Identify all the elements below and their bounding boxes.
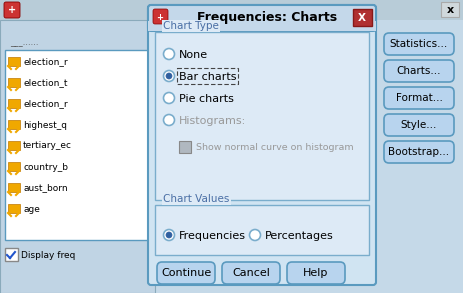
Text: country_b: country_b (23, 163, 68, 171)
Bar (353, 9, 372, 26)
FancyBboxPatch shape (148, 5, 376, 31)
Circle shape (163, 71, 175, 81)
Text: Chart Type: Chart Type (163, 21, 219, 31)
Text: Cancel: Cancel (232, 268, 270, 278)
FancyBboxPatch shape (222, 262, 280, 284)
Bar (8, 99, 20, 108)
Circle shape (163, 93, 175, 103)
Circle shape (166, 73, 172, 79)
Bar (155, 205, 369, 255)
FancyBboxPatch shape (384, 114, 454, 136)
Text: Help: Help (303, 268, 329, 278)
Bar (179, 141, 191, 153)
Text: Style...: Style... (401, 120, 437, 130)
Text: tertiary_ec: tertiary_ec (23, 142, 72, 151)
Circle shape (166, 232, 172, 238)
Text: +: + (156, 13, 163, 21)
Bar (441, 2, 459, 17)
Bar (8, 204, 20, 213)
Text: Bar charts: Bar charts (179, 72, 237, 82)
Bar (5, 248, 18, 261)
Bar (8, 120, 20, 129)
Bar (8, 57, 20, 66)
FancyBboxPatch shape (148, 5, 376, 285)
Text: Percentages: Percentages (265, 231, 334, 241)
Text: Chart Values: Chart Values (163, 194, 229, 204)
Circle shape (163, 115, 175, 125)
Text: Format...: Format... (395, 93, 443, 103)
Bar (177, 68, 238, 84)
Text: election_r: election_r (23, 100, 68, 108)
Text: Charts...: Charts... (397, 66, 441, 76)
Text: Histograms:: Histograms: (179, 116, 246, 126)
FancyBboxPatch shape (384, 141, 454, 163)
Bar (8, 162, 20, 171)
Text: +: + (8, 5, 16, 15)
Text: ___......: ___...... (10, 38, 38, 47)
Text: x: x (446, 5, 454, 15)
Circle shape (163, 49, 175, 59)
Text: None: None (179, 50, 208, 60)
FancyBboxPatch shape (157, 262, 215, 284)
Circle shape (250, 229, 261, 241)
Bar (8, 78, 20, 87)
Text: Continue: Continue (161, 268, 211, 278)
FancyBboxPatch shape (384, 33, 454, 55)
Text: aust_born: aust_born (23, 183, 68, 193)
FancyBboxPatch shape (384, 60, 454, 82)
Text: X: X (358, 13, 366, 23)
Text: Statistics...: Statistics... (390, 39, 448, 49)
Text: age: age (23, 205, 40, 214)
Bar (148, 21, 376, 31)
FancyBboxPatch shape (153, 9, 168, 24)
Text: election_r: election_r (23, 57, 68, 67)
Bar (8, 141, 20, 150)
Text: Pie charts: Pie charts (179, 94, 234, 104)
Bar (155, 32, 369, 200)
Text: Display freq: Display freq (21, 251, 75, 260)
Text: Frequencies: Frequencies (179, 231, 246, 241)
Bar (0, 20, 155, 293)
Bar (8, 183, 20, 192)
FancyBboxPatch shape (287, 262, 345, 284)
FancyBboxPatch shape (4, 2, 20, 18)
Bar (0, 0, 463, 20)
Text: Show normal curve on histogram: Show normal curve on histogram (196, 142, 354, 151)
Circle shape (163, 229, 175, 241)
Text: highest_q: highest_q (23, 120, 67, 130)
Text: election_t: election_t (23, 79, 68, 88)
Text: Frequencies: Charts: Frequencies: Charts (197, 11, 337, 25)
Text: Bootstrap...: Bootstrap... (388, 147, 450, 157)
Bar (5, 50, 148, 240)
FancyBboxPatch shape (384, 87, 454, 109)
